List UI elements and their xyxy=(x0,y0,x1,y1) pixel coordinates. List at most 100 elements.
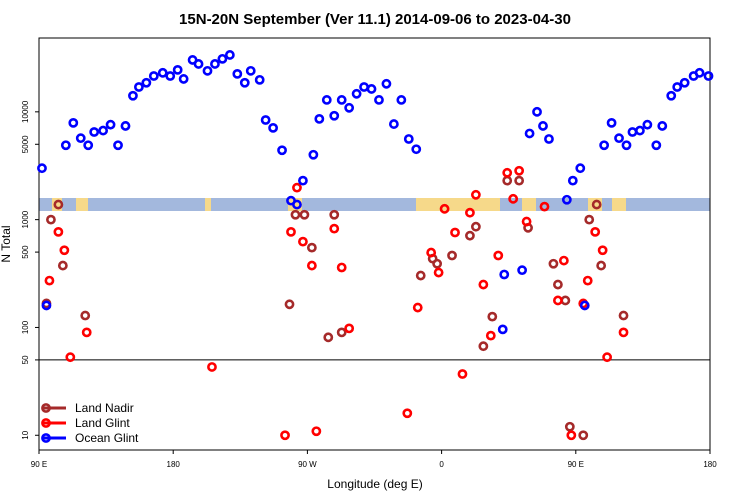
point xyxy=(485,330,496,341)
point xyxy=(499,269,510,280)
point xyxy=(517,265,528,276)
point xyxy=(224,50,235,60)
point xyxy=(538,121,548,131)
point xyxy=(128,90,138,101)
point xyxy=(602,352,613,363)
y-tick-label: 100 xyxy=(21,320,30,334)
point xyxy=(172,64,183,75)
point xyxy=(268,122,279,133)
point xyxy=(290,209,301,220)
point xyxy=(292,182,302,193)
point xyxy=(359,82,369,92)
point xyxy=(44,275,55,286)
point xyxy=(470,189,481,200)
point xyxy=(105,119,116,130)
point xyxy=(470,221,481,232)
point xyxy=(478,279,489,290)
chart-title: 15N-20N September (Ver 11.1) 2014-09-06 … xyxy=(179,11,571,28)
point xyxy=(642,119,653,130)
point xyxy=(210,59,220,69)
point xyxy=(217,53,228,64)
legend-marker xyxy=(41,433,51,443)
point xyxy=(323,332,334,343)
point xyxy=(329,223,340,234)
point xyxy=(148,71,159,81)
point xyxy=(336,95,347,105)
point xyxy=(344,102,355,113)
point xyxy=(299,209,310,220)
point xyxy=(57,260,68,271)
point xyxy=(478,341,489,352)
point xyxy=(134,82,144,92)
point xyxy=(502,167,513,178)
point xyxy=(627,127,638,137)
point xyxy=(566,430,577,441)
point xyxy=(618,327,629,338)
point xyxy=(277,145,287,156)
point xyxy=(561,194,572,205)
point xyxy=(89,127,100,137)
point xyxy=(532,106,542,117)
y-tick-label: 500 xyxy=(21,245,30,259)
point xyxy=(493,250,504,261)
point xyxy=(651,140,662,151)
x-tick-label: 180 xyxy=(703,460,717,469)
point xyxy=(306,242,317,253)
x-tick-label: 90 E xyxy=(31,460,47,469)
legend-label: Ocean Glint xyxy=(75,431,139,445)
point xyxy=(618,310,629,321)
y-tick-label: 10000 xyxy=(21,100,30,123)
point xyxy=(311,426,322,437)
point xyxy=(465,207,475,218)
point xyxy=(396,95,407,105)
point xyxy=(508,193,519,204)
point xyxy=(75,133,86,144)
point xyxy=(239,77,250,88)
point xyxy=(141,77,152,88)
point xyxy=(98,125,109,136)
y-axis-label: N Total xyxy=(0,225,13,262)
point xyxy=(260,115,271,125)
y-tick-label: 1000 xyxy=(21,210,30,228)
point xyxy=(165,71,176,81)
point xyxy=(524,128,535,139)
point xyxy=(381,78,392,89)
point xyxy=(560,295,571,306)
y-tick-label: 10 xyxy=(21,430,30,439)
point xyxy=(81,327,92,338)
point xyxy=(336,262,347,273)
point xyxy=(314,113,325,124)
point xyxy=(321,95,332,105)
land-ocean-strip xyxy=(39,198,710,211)
point xyxy=(178,74,189,84)
point xyxy=(292,199,302,210)
point xyxy=(584,214,595,225)
legend-label: Land Glint xyxy=(75,416,130,430)
point xyxy=(457,369,468,379)
point xyxy=(329,209,340,220)
point xyxy=(497,324,508,335)
y-tick-label: 50 xyxy=(21,355,30,364)
x-tick-label: 90 W xyxy=(298,460,317,469)
point xyxy=(202,65,213,76)
point xyxy=(679,77,690,88)
point xyxy=(582,275,593,286)
point xyxy=(411,144,422,155)
point xyxy=(591,199,602,210)
point xyxy=(502,175,513,186)
point xyxy=(298,175,308,186)
point xyxy=(703,71,714,81)
point xyxy=(53,199,64,210)
point xyxy=(351,88,362,99)
point xyxy=(415,270,426,281)
point xyxy=(329,110,340,121)
x-axis-label: Longitude (deg E) xyxy=(327,477,422,491)
point xyxy=(635,125,645,136)
point xyxy=(388,119,399,129)
point xyxy=(37,163,47,174)
point xyxy=(53,226,64,237)
point xyxy=(193,59,204,69)
point xyxy=(412,302,423,313)
